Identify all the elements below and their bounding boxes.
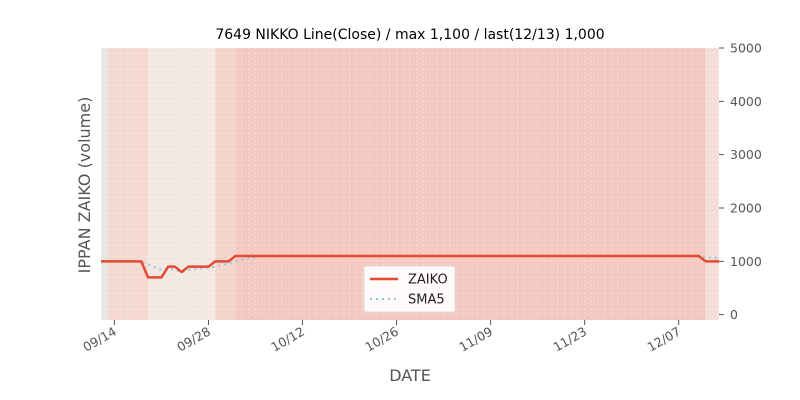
y-tick-label: 2000 — [730, 201, 762, 216]
chart-title: 7649 NIKKO Line(Close) / max 1,100 / las… — [215, 27, 604, 43]
x-tick-label: 10/26 — [362, 324, 401, 355]
y-tick-label: 5000 — [730, 41, 762, 56]
y-axis-label: IPPAN ZAIKO (volume) — [75, 97, 94, 274]
x-tick-label: 11/23 — [550, 324, 589, 355]
x-tick-label: 12/07 — [644, 324, 683, 355]
legend-label-sma5: SMA5 — [408, 293, 445, 308]
y-tick-label: 1000 — [730, 254, 762, 269]
background-band — [215, 48, 236, 320]
legend-label-zaiko: ZAIKO — [408, 273, 448, 288]
series-line-zaiko — [101, 254, 719, 279]
x-tick-label: 09/14 — [80, 324, 119, 355]
y-tick-label: 0 — [730, 307, 738, 322]
y-tick-label: 3000 — [730, 147, 762, 162]
x-tick-label: 09/28 — [174, 324, 213, 355]
x-tick-label: 11/09 — [456, 324, 495, 355]
x-tick-label: 10/12 — [268, 324, 307, 355]
y-tick-label: 4000 — [730, 94, 762, 109]
x-axis-label: DATE — [389, 366, 431, 385]
background-band — [101, 48, 108, 320]
legend-box — [363, 265, 456, 313]
